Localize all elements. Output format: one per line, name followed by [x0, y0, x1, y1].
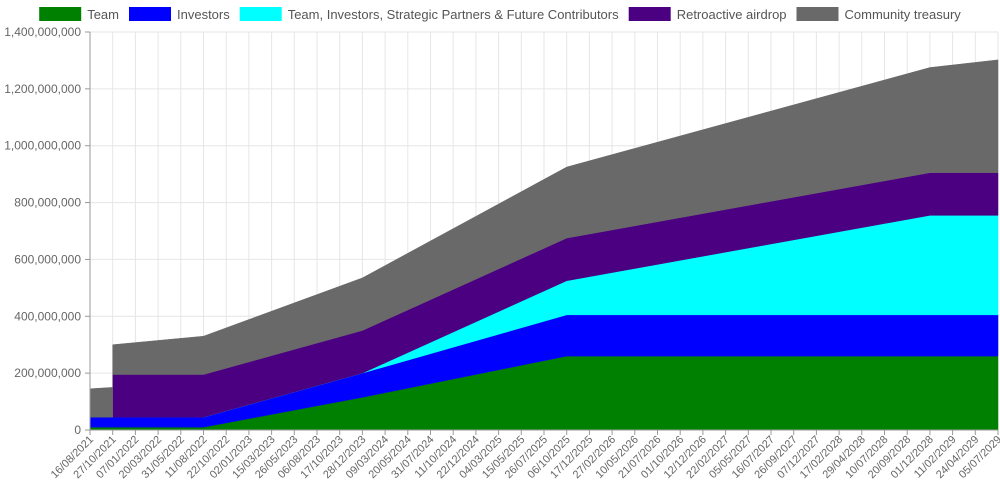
legend-swatch — [239, 7, 282, 21]
legend-label: Retroactive airdrop — [677, 7, 787, 22]
legend-item[interactable]: Team — [39, 7, 119, 22]
legend-label: Community treasury — [845, 7, 962, 22]
y-tick-label: 1,000,000,000 — [4, 139, 81, 153]
legend-item[interactable]: Investors — [129, 7, 230, 22]
y-tick-label: 400,000,000 — [14, 309, 81, 323]
legend-label: Team, Investors, Strategic Partners & Fu… — [288, 7, 619, 22]
y-tick-label: 1,400,000,000 — [4, 25, 81, 39]
y-tick-label: 200,000,000 — [14, 366, 81, 380]
legend-swatch — [39, 7, 82, 21]
legend-swatch — [628, 7, 671, 21]
legend-item[interactable]: Team, Investors, Strategic Partners & Fu… — [239, 7, 619, 22]
area-series-community-treasury[interactable] — [89, 59, 999, 418]
legend-swatch — [796, 7, 839, 21]
y-tick-label: 1,200,000,000 — [4, 82, 81, 96]
y-tick-label: 800,000,000 — [14, 196, 81, 210]
y-tick-label: 0 — [74, 423, 81, 437]
legend-item[interactable]: Community treasury — [796, 7, 962, 22]
areas — [89, 59, 999, 431]
legend-item[interactable]: Retroactive airdrop — [628, 7, 787, 22]
axes: 0 200,000,000 400,000,000 600,000,000 800,00… — [4, 25, 1000, 481]
legend-swatch — [129, 7, 171, 21]
legend-label: Team — [87, 7, 119, 22]
y-tick-label: 600,000,000 — [14, 252, 81, 266]
legend[interactable]: Team Investors Team, Investors, Strategic … — [39, 7, 961, 22]
legend-label: Investors — [177, 7, 230, 22]
